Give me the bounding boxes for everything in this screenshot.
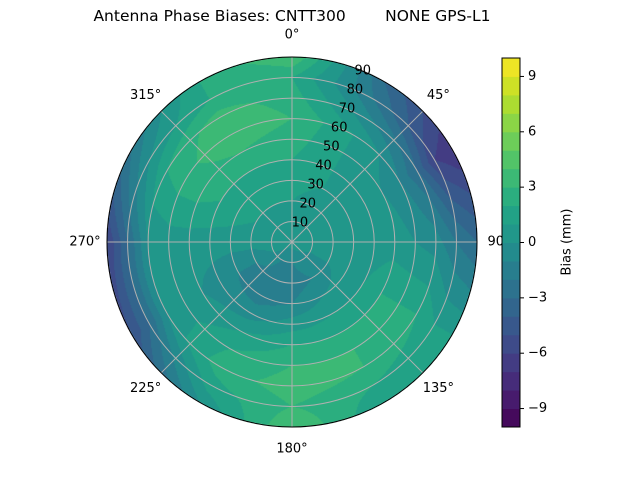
radial-tick-label: 90 [355,64,372,79]
colorbar-level [502,150,520,170]
radial-tick-label: 20 [299,197,316,212]
colorbar-level [502,168,520,188]
radial-tick-label: 80 [347,83,364,98]
colorbar-level [502,94,520,114]
azimuth-tick-labels: 0°45°90°135°180°225°270°315° [69,28,510,457]
colorbar-label: Bias (mm) [560,209,575,276]
radial-tick-label: 70 [339,102,356,117]
azimuth-tick-label: 180° [276,442,307,457]
colorbar-level [502,205,520,225]
azimuth-tick-label: 0° [285,28,300,43]
colorbar-tick-label: −9 [528,401,547,416]
radial-tick-label: 30 [307,178,324,193]
colorbar-level [502,58,520,77]
colorbar-tick-label: 9 [528,69,536,84]
colorbar-tick-label: 3 [528,180,536,195]
colorbar-level [502,316,520,336]
azimuth-tick-label: 270° [69,235,100,250]
azimuth-tick-label: 135° [423,381,454,396]
colorbar-level [502,224,520,243]
colorbar-level [502,353,520,373]
radial-tick-label: 50 [323,140,340,155]
colorbar-level [502,131,520,151]
colorbar-level [502,260,520,280]
colorbar-level [502,297,520,317]
colorbar-level [502,242,520,262]
colorbar-tick-label: −6 [528,346,547,361]
colorbar-level [502,279,520,299]
colorbar-ticks: −9 −6 −3 0 3 6 9 [520,69,547,416]
azimuth-gridline [160,110,424,374]
colorbar [501,57,521,428]
colorbar-tick-label: −3 [528,290,547,305]
azimuth-tick-label: 45° [427,88,450,103]
colorbar-tick-label: 6 [528,124,536,139]
azimuth-tick-label: 225° [130,381,161,396]
colorbar-level [502,334,520,354]
colorbar-level [502,113,520,133]
radial-tick-label: 60 [331,121,348,136]
polar-frame [106,56,478,428]
colorbar-tick-label: 0 [528,235,536,250]
colorbar-level [502,390,520,410]
colorbar-level [502,408,520,428]
colorbar-level [502,187,520,207]
colorbar-level [502,76,520,96]
radial-tick-label: 40 [315,159,332,174]
colorbar-level [502,371,520,391]
azimuth-tick-label: 315° [130,88,161,103]
radial-tick-label: 10 [292,216,309,231]
radial-tick-labels: 10 20 30 40 50 60 70 80 90 [292,64,371,231]
polar-grid [106,56,478,428]
